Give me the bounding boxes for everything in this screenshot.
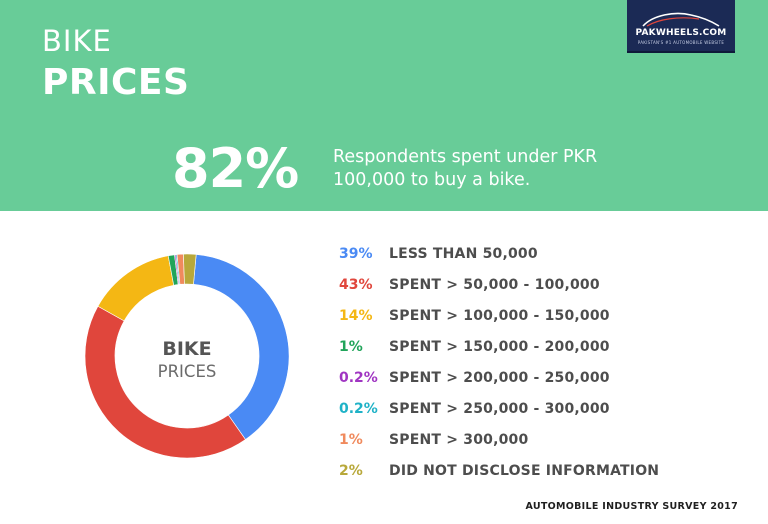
legend-value: 14% — [339, 308, 373, 324]
legend-item: 1% SPENT > 300,000 — [339, 427, 528, 451]
header-banner: BIKE PRICES PAKWHEELS.COM PAKISTAN'S #1 … — [0, 0, 768, 211]
legend-label: SPENT > 100,000 - 150,000 — [389, 308, 610, 324]
legend-item: 0.2% SPENT > 250,000 - 300,000 — [339, 396, 610, 420]
legend-value: 0.2% — [339, 370, 378, 386]
logo-text: PAKWHEELS.COM — [635, 28, 727, 38]
car-silhouette-icon — [642, 12, 720, 27]
donut-slice — [84, 305, 246, 459]
donut-slice — [183, 253, 197, 285]
legend-value: 1% — [339, 432, 363, 448]
legend-label: SPENT > 50,000 - 100,000 — [389, 277, 600, 293]
legend-value: 39% — [339, 246, 373, 262]
legend-value: 0.2% — [339, 401, 378, 417]
legend-label: SPENT > 200,000 - 250,000 — [389, 370, 610, 386]
highlight-value: 82% — [172, 137, 299, 200]
legend-item: 0.2% SPENT > 200,000 - 250,000 — [339, 365, 610, 389]
legend-label: DID NOT DISCLOSE INFORMATION — [389, 463, 660, 479]
donut-slice — [193, 254, 290, 440]
bike-prices-donut-chart: BIKE PRICES — [84, 253, 290, 459]
legend-item: 39% LESS THAN 50,000 — [339, 241, 538, 265]
center-label-line1: BIKE — [162, 338, 211, 360]
legend-label: LESS THAN 50,000 — [389, 246, 538, 262]
source-footer: AUTOMOBILE INDUSTRY SURVEY 2017 — [525, 501, 738, 512]
legend-label: SPENT > 250,000 - 300,000 — [389, 401, 610, 417]
legend-item: 2% DID NOT DISCLOSE INFORMATION — [339, 458, 659, 482]
page-title-line1: BIKE — [42, 24, 112, 58]
legend-value: 43% — [339, 277, 373, 293]
center-label-line2: PRICES — [158, 362, 217, 381]
donut-slice — [97, 255, 175, 322]
legend-label: SPENT > 300,000 — [389, 432, 529, 448]
logo-tagline: PAKISTAN'S #1 AUTOMOBILE WEBSITE — [637, 40, 725, 45]
legend-label: SPENT > 150,000 - 200,000 — [389, 339, 610, 355]
legend-value: 1% — [339, 339, 363, 355]
highlight-text: Respondents spent under PKR 100,000 to b… — [333, 147, 598, 190]
page-title-line2: PRICES — [42, 62, 190, 103]
legend-item: 14% SPENT > 100,000 - 150,000 — [339, 303, 610, 327]
legend-item: 1% SPENT > 150,000 - 200,000 — [339, 334, 610, 358]
legend-value: 2% — [339, 463, 363, 479]
legend-item: 43% SPENT > 50,000 - 100,000 — [339, 272, 600, 296]
pakwheels-logo[interactable]: PAKWHEELS.COM PAKISTAN'S #1 AUTOMOBILE W… — [627, 0, 735, 53]
